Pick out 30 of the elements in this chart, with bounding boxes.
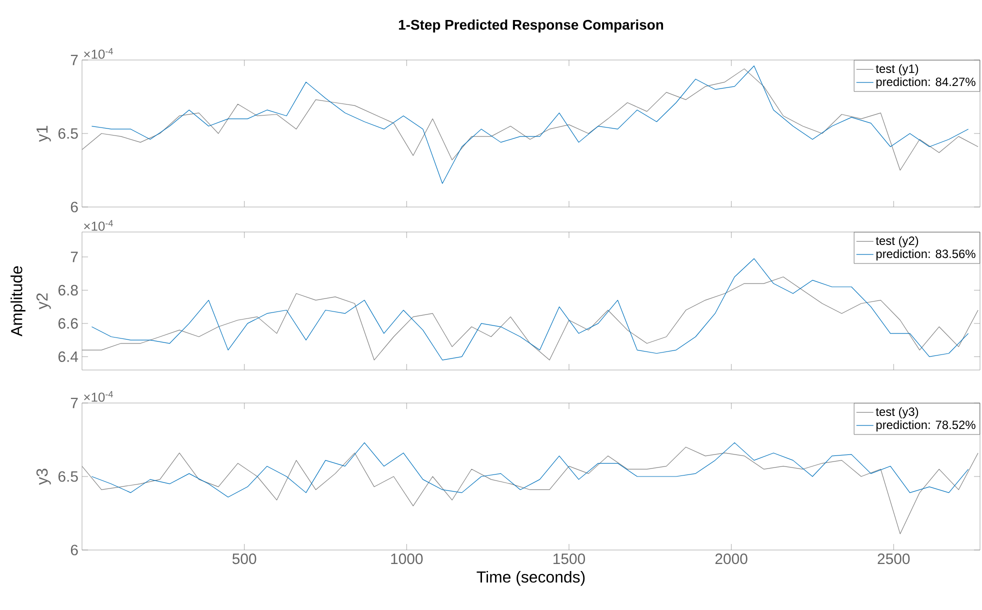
y-tick-label: 7 — [70, 54, 78, 66]
x-tick-label: 500 — [232, 554, 256, 564]
y-tick-label: 6.5 — [58, 128, 78, 139]
text: ×10$^{-4}$ — [84, 391, 113, 402]
legend-label: test (y1) — [876, 64, 918, 76]
chart-title: 1-Step Predicted Response Comparison — [398, 19, 664, 32]
text: ×10$^{-4}$ — [84, 48, 113, 59]
y-tick-label: 7 — [70, 398, 78, 408]
legend-label: prediction: 78.52% — [876, 420, 976, 432]
y-axis-title: y3 — [36, 468, 51, 485]
y-tick-label: 6 — [70, 544, 78, 556]
y-tick-label: 7 — [70, 252, 78, 262]
x-axis-title: Time (seconds) — [476, 570, 585, 586]
x-tick-label: 1000 — [391, 554, 423, 564]
legend-label: prediction: 83.56% — [876, 249, 976, 260]
x-tick-label: 2000 — [715, 554, 748, 564]
legend-label: test (y3) — [876, 407, 918, 418]
x-tick-label: 1500 — [554, 554, 586, 564]
text: ×10$^{-4}$ — [84, 220, 113, 231]
x-tick-label: 2500 — [878, 554, 910, 564]
y-tick-label: 6.4 — [58, 351, 78, 362]
y-tick-label: 6.5 — [58, 471, 78, 482]
text: Amplitude — [10, 266, 26, 336]
y-axis-title: y2 — [36, 293, 51, 310]
legend-label: prediction: 84.27% — [876, 77, 976, 88]
y-axis-title: y1 — [36, 126, 51, 142]
y-tick-label: 6.6 — [58, 318, 78, 329]
y-tick-label: 6.8 — [58, 284, 78, 296]
legend-label: test (y2) — [876, 236, 918, 248]
y-tick-label: 6 — [70, 202, 78, 212]
